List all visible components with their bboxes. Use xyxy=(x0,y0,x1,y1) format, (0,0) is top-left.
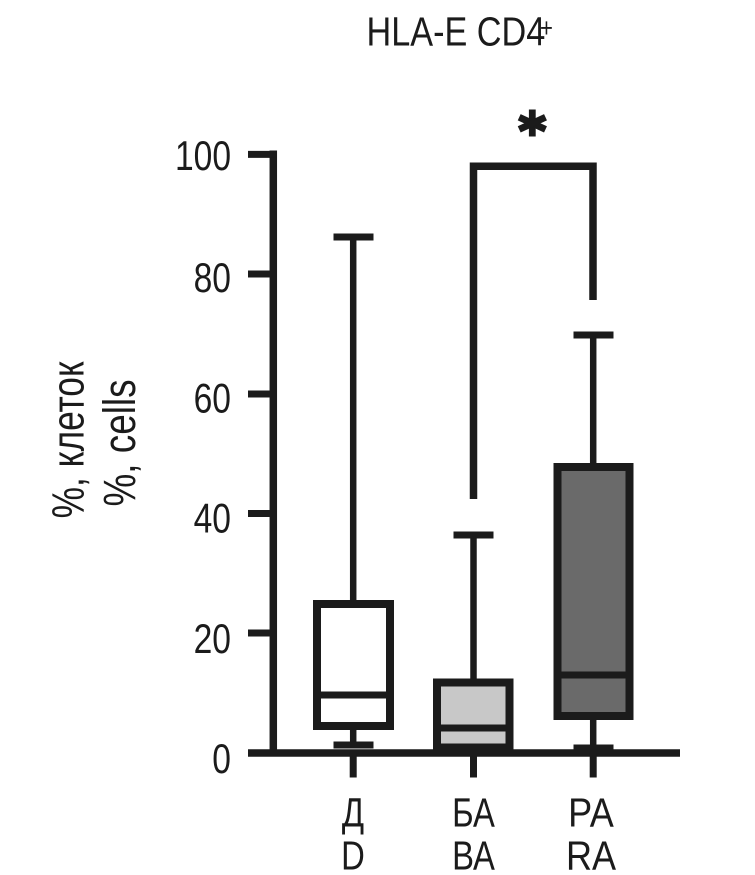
svg-text:80: 80 xyxy=(194,256,231,302)
svg-text:0: 0 xyxy=(212,737,231,783)
svg-text:%, клеток: %, клеток xyxy=(42,361,93,518)
svg-text:HLA-E CD4: HLA-E CD4 xyxy=(367,10,546,56)
svg-text:ВА: ВА xyxy=(452,832,495,875)
svg-text:40: 40 xyxy=(194,496,231,542)
svg-text:БА: БА xyxy=(452,789,495,835)
svg-text:RA: RA xyxy=(566,833,616,875)
svg-text:D: D xyxy=(341,832,365,875)
svg-text:100: 100 xyxy=(175,134,231,180)
svg-text:+: + xyxy=(540,14,553,44)
svg-text:Д: Д xyxy=(342,789,364,835)
svg-text:60: 60 xyxy=(194,376,231,422)
svg-text:РА: РА xyxy=(568,790,614,836)
svg-text:%, cells: %, cells xyxy=(95,379,145,506)
svg-text:20: 20 xyxy=(194,617,231,663)
